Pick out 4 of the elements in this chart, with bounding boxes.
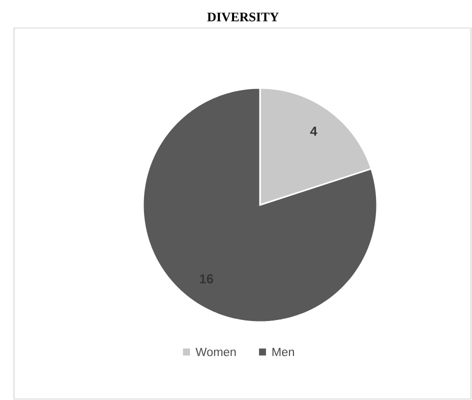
data-label: 4 [310, 126, 318, 136]
chart-title: DIVERSITY [207, 12, 279, 22]
legend-label: Women [196, 348, 236, 356]
legend-label: Men [272, 348, 294, 356]
